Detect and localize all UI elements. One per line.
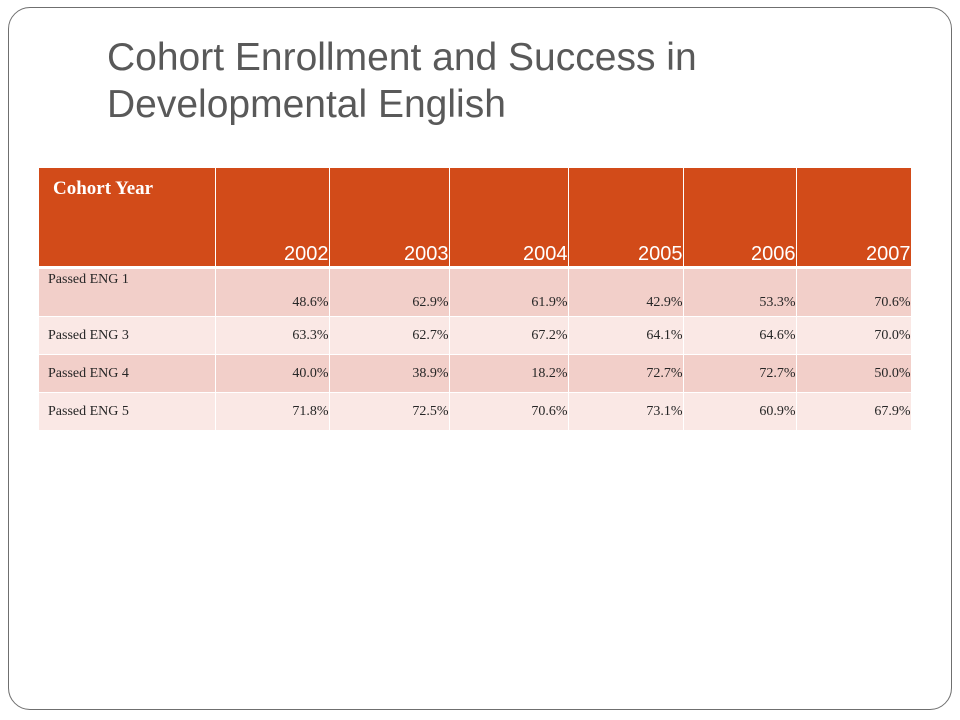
column-header-year: 2005 xyxy=(568,168,684,269)
header-row: Cohort Year 2002 2003 2004 2005 2006 200… xyxy=(39,168,912,269)
row-label: Passed ENG 1 xyxy=(39,267,216,317)
table-row: Passed ENG 1 48.6% 62.9% 61.9% 42.9% 53.… xyxy=(39,267,912,317)
table-cell: 60.9% xyxy=(683,392,797,431)
table-cell: 72.7% xyxy=(568,354,684,393)
table-cell: 63.3% xyxy=(215,316,330,355)
table-cell: 42.9% xyxy=(568,267,684,317)
column-header-year: 2007 xyxy=(796,168,912,269)
table-row: Passed ENG 5 71.8% 72.5% 70.6% 73.1% 60.… xyxy=(39,392,912,431)
column-header-year: 2004 xyxy=(449,168,569,269)
row-label: Passed ENG 4 xyxy=(39,354,216,393)
table-cell: 67.9% xyxy=(796,392,912,431)
row-label: Passed ENG 3 xyxy=(39,316,216,355)
column-header-year: 2003 xyxy=(329,168,450,269)
table-cell: 72.7% xyxy=(683,354,797,393)
table-cell: 62.7% xyxy=(329,316,450,355)
table-cell: 72.5% xyxy=(329,392,450,431)
table-cell: 62.9% xyxy=(329,267,450,317)
table-cell: 70.6% xyxy=(796,267,912,317)
table-cell: 64.6% xyxy=(683,316,797,355)
table-cell: 70.6% xyxy=(449,392,569,431)
corner-header: Cohort Year xyxy=(39,168,216,269)
table-cell: 40.0% xyxy=(215,354,330,393)
table-cell: 70.0% xyxy=(796,316,912,355)
table-row: Passed ENG 4 40.0% 38.9% 18.2% 72.7% 72.… xyxy=(39,354,912,393)
table-cell: 61.9% xyxy=(449,267,569,317)
table-cell: 50.0% xyxy=(796,354,912,393)
table-cell: 18.2% xyxy=(449,354,569,393)
table-row: Passed ENG 3 63.3% 62.7% 67.2% 64.1% 64.… xyxy=(39,316,912,355)
table-cell: 48.6% xyxy=(215,267,330,317)
table-cell: 53.3% xyxy=(683,267,797,317)
table-cell: 64.1% xyxy=(568,316,684,355)
table-cell: 73.1% xyxy=(568,392,684,431)
table-cell: 38.9% xyxy=(329,354,450,393)
row-label: Passed ENG 5 xyxy=(39,392,216,431)
column-header-year: 2002 xyxy=(215,168,330,269)
cohort-success-table: Cohort Year 2002 2003 2004 2005 2006 200… xyxy=(39,168,912,431)
slide-title: Cohort Enrollment and Success in Develop… xyxy=(107,36,697,126)
table-cell: 67.2% xyxy=(449,316,569,355)
column-header-year: 2006 xyxy=(683,168,797,269)
table-cell: 71.8% xyxy=(215,392,330,431)
